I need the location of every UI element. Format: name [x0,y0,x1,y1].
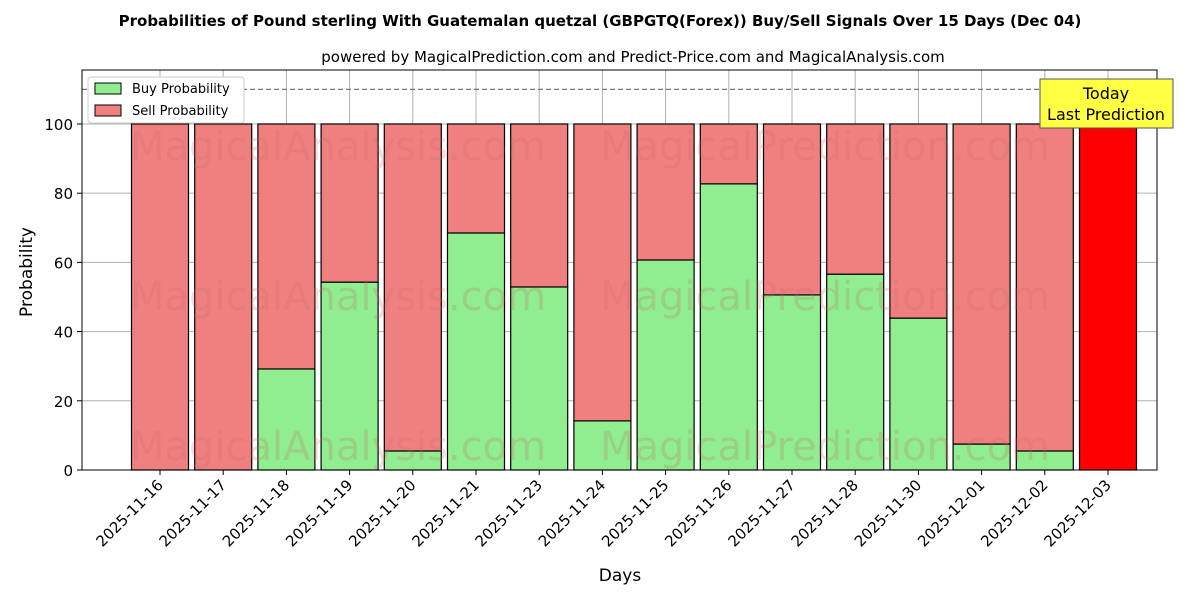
chart-title: Probabilities of Pound sterling With Gua… [119,12,1082,30]
x-tick-label: 2025-11-30 [851,476,925,550]
x-tick-label: 2025-11-17 [156,476,230,550]
legend-swatch [94,82,122,95]
sell-bar [194,123,253,471]
chart-subtitle: powered by MagicalPrediction.com and Pre… [321,48,945,66]
legend: Buy Probability Sell Probability [87,76,245,124]
legend-label: Sell Probability [132,104,229,119]
buy-bar [889,317,948,471]
sell-bar [1078,123,1138,471]
sell-bar [889,123,948,319]
watermark: MagicalAnalysis.com [130,124,546,170]
x-tick-label: 2025-12-03 [1040,476,1114,550]
y-tick-label: 20 [54,393,73,411]
x-tick-label: 2025-12-02 [977,476,1051,550]
buy-bar [826,273,885,471]
sell-bar [762,123,822,296]
y-tick-label: 100 [44,116,73,134]
watermark: MagicalPrediction.com [600,274,1050,320]
watermark: MagicalAnalysis.com [130,424,546,470]
sell-bar [573,123,632,422]
sell-bar [952,123,1011,445]
sell-bar [130,123,190,471]
x-tick-label: 2025-11-23 [472,476,546,550]
sell-bar [510,123,569,288]
sell-bar [320,123,379,283]
legend-label: Buy Probability [132,82,230,97]
x-tick-label: 2025-11-24 [535,476,609,550]
x-tick-label: 2025-11-19 [282,476,356,550]
x-tick-label: 2025-11-25 [598,476,672,550]
sell-bar [826,123,885,275]
sell-bar [446,123,506,234]
x-tick-label: 2025-11-18 [219,476,293,550]
sell-bar [257,123,316,370]
buy-bar [257,368,316,471]
sell-bar [383,123,442,452]
buy-bar [636,259,695,471]
y-tick-label: 80 [54,185,73,203]
y-tick-label: 60 [54,254,73,272]
watermark: MagicalAnalysis.com [130,274,546,320]
x-tick-label: 2025-11-26 [661,476,735,550]
legend-box [87,76,245,124]
x-tick-label: 2025-11-21 [408,476,482,550]
today-annotation-text: Last Prediction [1047,105,1165,124]
plot-frame [81,69,1158,471]
x-axis-label: Days [599,566,642,586]
y-tick-label: 0 [63,462,73,480]
buy-bar [573,420,632,471]
x-tick-label: 2025-11-16 [92,476,166,550]
today-annotation-box [1039,78,1174,129]
x-tick-label: 2025-11-20 [345,476,419,550]
sell-bar [636,123,695,261]
buy-bar [320,281,379,471]
y-axis-label: Probability [17,227,37,317]
x-tick-label: 2025-11-27 [724,476,798,550]
today-annotation-text: Today [1082,84,1129,103]
x-tick-label: 2025-12-01 [914,476,988,550]
legend-swatch [94,104,122,117]
x-tick-label: 2025-11-28 [788,476,862,550]
sell-bar [699,123,758,185]
buy-bar [510,286,569,471]
watermark: MagicalPrediction.com [600,424,1050,470]
y-tick-label: 40 [54,324,73,342]
watermark: MagicalPrediction.com [600,124,1050,170]
